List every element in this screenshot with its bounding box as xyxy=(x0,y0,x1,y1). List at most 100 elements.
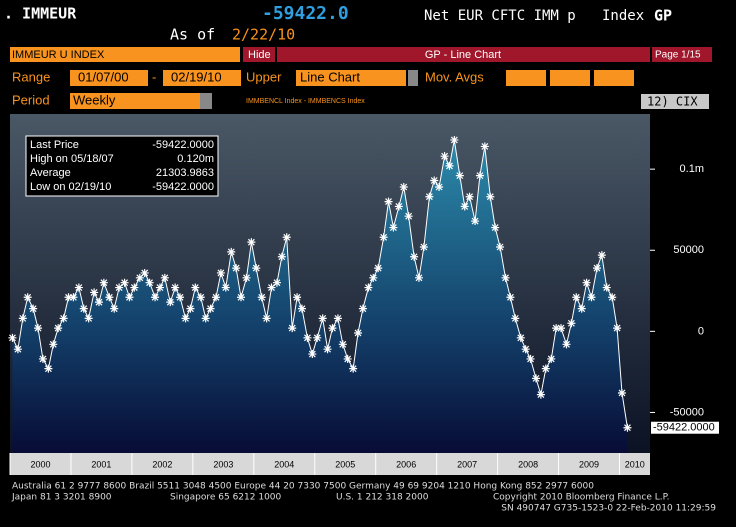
point xyxy=(23,293,32,302)
point xyxy=(171,283,180,292)
point xyxy=(389,223,398,232)
point xyxy=(577,304,586,313)
point xyxy=(181,314,190,323)
mov-avgs-label: Mov. Avgs xyxy=(425,69,484,84)
point xyxy=(277,252,286,261)
cix-button[interactable] xyxy=(641,94,709,109)
x-tick-label: 2006 xyxy=(396,459,416,469)
point xyxy=(166,298,175,307)
end-input[interactable] xyxy=(163,70,241,86)
stats-value: -59422.0000 xyxy=(152,181,214,193)
point xyxy=(333,314,342,323)
axis-panel xyxy=(650,114,720,453)
screen-title: GP - Line Chart xyxy=(425,49,501,61)
point xyxy=(343,354,352,363)
point xyxy=(120,278,129,287)
point xyxy=(29,304,38,313)
point xyxy=(328,324,337,333)
point xyxy=(318,314,327,323)
point xyxy=(435,182,444,191)
point xyxy=(526,354,535,363)
point xyxy=(471,217,480,226)
point xyxy=(597,251,606,260)
point xyxy=(547,354,556,363)
point xyxy=(94,298,103,307)
area xyxy=(12,140,628,453)
x-tick-label: 2007 xyxy=(457,459,477,469)
start-input[interactable] xyxy=(70,70,148,86)
x-tick-label: 2009 xyxy=(579,459,599,469)
point xyxy=(206,304,215,313)
point xyxy=(450,135,459,144)
hide: Hide xyxy=(248,49,271,61)
stats-label: High on 05/18/07 xyxy=(30,153,114,165)
point xyxy=(394,202,403,211)
point xyxy=(227,247,236,256)
stats-box xyxy=(25,135,219,197)
point xyxy=(140,268,149,277)
period-input[interactable] xyxy=(70,93,200,109)
ma-input[interactable] xyxy=(594,70,634,86)
as-of-date: 2/22/10 xyxy=(232,26,295,44)
point xyxy=(38,354,47,363)
point xyxy=(84,314,93,323)
point xyxy=(252,264,261,273)
chart: 0.1m 50000 0 -50000 2000 2001 2002 2003 2004 2005… xyxy=(8,135,719,475)
point xyxy=(567,319,576,328)
point xyxy=(399,182,408,191)
point xyxy=(491,223,500,232)
point xyxy=(191,283,200,292)
point xyxy=(587,293,596,302)
point xyxy=(465,192,474,201)
ma-input[interactable] xyxy=(506,70,546,86)
point xyxy=(572,293,581,302)
upper-value: Line Chart xyxy=(300,69,360,84)
point xyxy=(374,264,383,273)
point xyxy=(608,293,617,302)
point xyxy=(414,273,423,282)
x-tick-label: 2003 xyxy=(213,459,233,469)
dropdown[interactable] xyxy=(408,70,418,86)
point xyxy=(160,273,169,282)
x-tick-label: 2001 xyxy=(91,459,111,469)
point xyxy=(151,293,160,302)
point xyxy=(59,314,68,323)
point xyxy=(364,283,373,292)
upper-input[interactable] xyxy=(296,70,406,86)
x-tick-label: 2000 xyxy=(30,459,50,469)
point xyxy=(475,171,484,180)
security-field[interactable] xyxy=(10,47,240,62)
point xyxy=(562,340,571,349)
point xyxy=(303,333,312,342)
stats-label: Last Price xyxy=(30,139,79,151)
point xyxy=(511,314,520,323)
title-bar xyxy=(277,47,650,62)
point xyxy=(308,350,317,359)
as-of-label: As of xyxy=(170,26,215,44)
ma-input[interactable] xyxy=(550,70,590,86)
point xyxy=(212,293,221,302)
point xyxy=(155,283,164,292)
point xyxy=(13,345,22,354)
start-date: 01/07/00 xyxy=(78,69,129,84)
x-tick-label: 2010 xyxy=(625,459,645,469)
x-tick-label: 2002 xyxy=(152,459,172,469)
hide-button[interactable] xyxy=(243,47,275,62)
dropdown[interactable] xyxy=(200,93,212,109)
price: -59422.0 xyxy=(262,3,349,24)
footer-line: SN 490747 G735-1523-0 22-Feb-2010 11:29:… xyxy=(501,504,716,514)
stats-label: Average xyxy=(30,167,71,179)
page-box xyxy=(652,47,712,62)
indices: IMMBENCL Index - IMMBENCS Index xyxy=(246,98,365,105)
point xyxy=(445,161,454,170)
line xyxy=(11,139,628,428)
point xyxy=(64,293,73,302)
point xyxy=(323,345,332,354)
point xyxy=(216,268,225,277)
point xyxy=(460,202,469,211)
point xyxy=(79,304,88,313)
point xyxy=(34,324,43,333)
footer-line: Australia 61 2 9777 8600 Brazil 5511 304… xyxy=(12,482,594,492)
point xyxy=(379,233,388,242)
